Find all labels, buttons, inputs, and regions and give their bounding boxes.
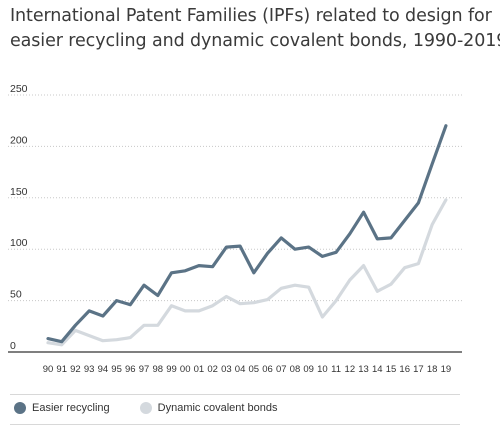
x-tick-label-18: 18 [427, 364, 438, 375]
x-tick-label-13: 13 [358, 364, 369, 375]
y-tick-label-0: 0 [10, 340, 16, 352]
x-tick-label-14: 14 [372, 364, 383, 375]
x-tick-label-12: 12 [345, 364, 356, 375]
x-tick-label-07: 07 [276, 364, 287, 375]
x-tick-label-16: 16 [399, 364, 410, 375]
legend-label-dynamic-covalent-bonds: Dynamic covalent bonds [157, 402, 278, 414]
x-tick-label-97: 97 [139, 364, 150, 375]
chart-title: International Patent Families (IPFs) rel… [10, 4, 500, 54]
y-tick-label-250: 250 [10, 83, 28, 95]
x-tick-label-09: 09 [303, 364, 314, 375]
x-tick-label-93: 93 [84, 364, 95, 375]
x-tick-label-98: 98 [152, 364, 163, 375]
x-tick-label-15: 15 [386, 364, 397, 375]
x-tick-label-90: 90 [43, 364, 54, 375]
x-tick-label-08: 08 [290, 364, 301, 375]
x-tick-label-03: 03 [221, 364, 232, 375]
chart-title-line-2: easier recycling and dynamic covalent bo… [10, 31, 500, 51]
x-tick-label-00: 00 [180, 364, 191, 375]
legend-marker-easier-recycling [14, 402, 26, 414]
x-tick-label-17: 17 [413, 364, 424, 375]
x-tick-label-01: 01 [194, 364, 205, 375]
x-tick-label-19: 19 [441, 364, 452, 375]
y-tick-label-200: 200 [10, 134, 28, 146]
x-tick-label-96: 96 [125, 364, 136, 375]
x-tick-label-02: 02 [207, 364, 218, 375]
legend-item-dynamic-covalent-bonds: Dynamic covalent bonds [139, 402, 278, 414]
legend-marker-dynamic-covalent-bonds [139, 402, 152, 414]
x-tick-label-95: 95 [111, 364, 122, 375]
legend-divider-bottom [10, 424, 460, 425]
legend: Easier recycling Dynamic covalent bonds [14, 402, 307, 414]
legend-item-easier-recycling: Easier recycling [14, 402, 110, 414]
y-tick-label-150: 150 [10, 186, 28, 198]
series-line-easier-recycling [46, 124, 448, 344]
x-tick-label-11: 11 [331, 364, 341, 375]
x-tick-label-06: 06 [262, 364, 273, 375]
x-tick-label-92: 92 [70, 364, 81, 375]
chart-title-line-1: International Patent Families (IPFs) rel… [10, 6, 492, 26]
y-tick-label-50: 50 [10, 289, 22, 301]
x-tick-label-04: 04 [235, 364, 246, 375]
y-tick-label-100: 100 [10, 237, 28, 249]
x-tick-label-91: 91 [56, 364, 67, 375]
x-tick-label-94: 94 [98, 364, 109, 375]
legend-label-easier-recycling: Easier recycling [32, 402, 110, 414]
x-tick-label-99: 99 [166, 364, 177, 375]
x-tick-label-05: 05 [249, 364, 260, 375]
x-tick-label-10: 10 [317, 364, 328, 375]
series-line-dynamic-covalent-bonds [46, 198, 448, 347]
legend-divider-top [10, 394, 460, 395]
